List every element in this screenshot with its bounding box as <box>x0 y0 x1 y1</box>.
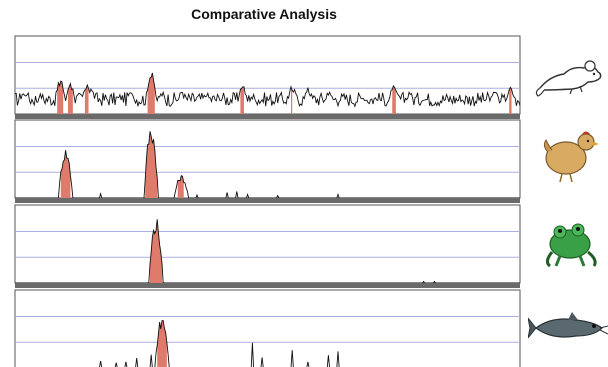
frog-icon <box>545 223 597 268</box>
conserved-region <box>392 85 396 114</box>
conserved-region <box>147 72 155 114</box>
conserved-region <box>240 86 244 114</box>
conserved-region <box>177 175 184 198</box>
conserved-region <box>157 320 167 367</box>
conserved-region <box>57 81 64 114</box>
conserved-region <box>68 83 73 114</box>
mouse-icon <box>535 60 602 97</box>
chicken-icon <box>543 131 599 183</box>
chart-title: Comparative Analysis <box>191 6 337 22</box>
track-separator <box>15 283 520 288</box>
conserved-region <box>509 87 512 114</box>
track-frog <box>14 204 521 288</box>
track-fish <box>14 289 521 367</box>
track-separator <box>15 198 520 203</box>
conserved-region <box>291 86 293 114</box>
conserved-region <box>84 85 89 114</box>
track-separator <box>15 114 520 119</box>
fish-icon <box>528 312 608 339</box>
track-chicken <box>14 119 521 203</box>
similarity-trace <box>14 72 521 108</box>
track-mouse <box>14 35 521 119</box>
